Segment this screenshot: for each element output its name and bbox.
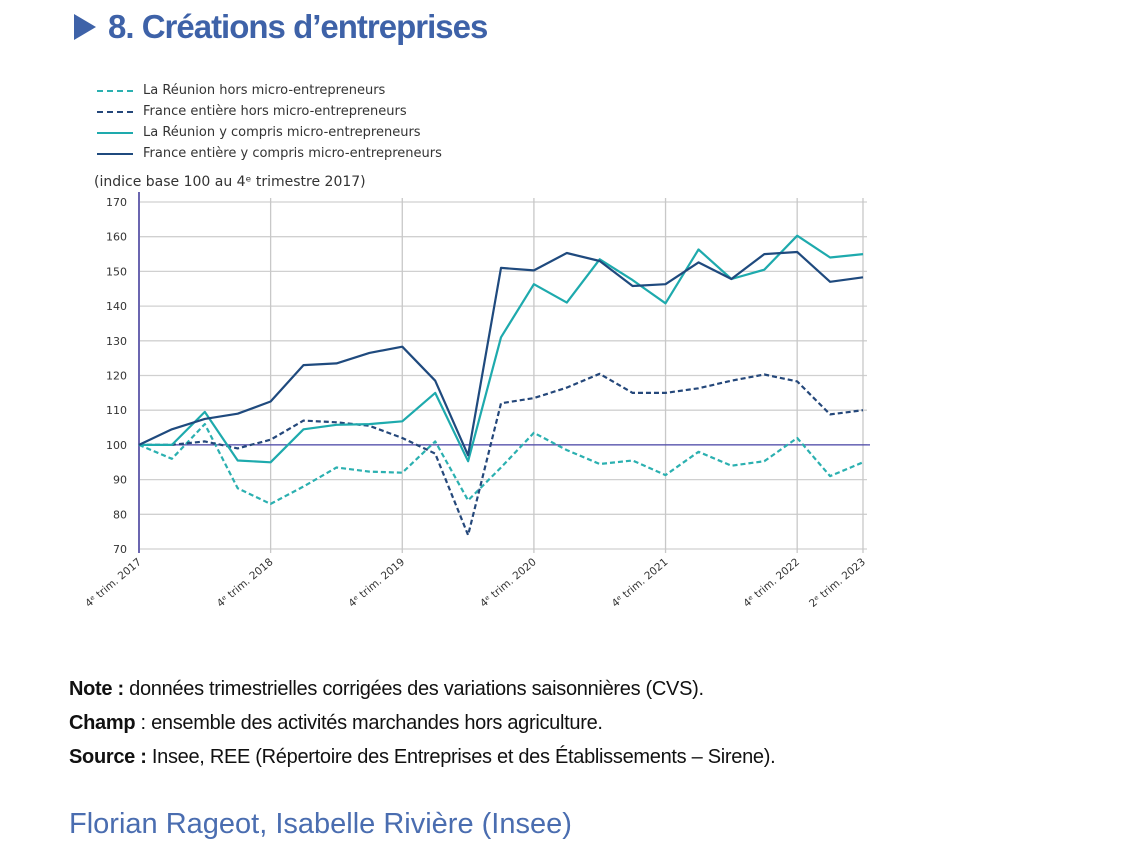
y-tick-label: 110 — [106, 404, 127, 417]
x-tick-label: 4ᵉ trim. 2020 — [478, 556, 539, 610]
x-tick-label: 2ᵉ trim. 2023 — [807, 556, 868, 610]
series-line-3 — [139, 234, 864, 464]
legend-item: La Réunion y compris micro-entrepreneurs — [97, 122, 442, 143]
legend-item: France entière hors micro-entrepreneurs — [97, 101, 442, 122]
y-tick-label: 70 — [113, 543, 127, 556]
champ-text: : ensemble des activités marchandes hors… — [135, 712, 603, 734]
y-tick-label: 170 — [106, 196, 127, 209]
x-tick-label: 4ᵉ trim. 2021 — [610, 556, 671, 610]
legend-item: France entière y compris micro-entrepren… — [97, 143, 442, 164]
source-label: Source : — [69, 746, 147, 768]
note-line: Note : données trimestrielles corrigées … — [69, 672, 775, 706]
source-text: Insee, REE (Répertoire des Entreprises e… — [146, 746, 776, 768]
chart-notes: Note : données trimestrielles corrigées … — [69, 672, 776, 774]
x-tick-label: 4ᵉ trim. 2019 — [346, 556, 407, 610]
legend-item: La Réunion hors micro-entrepreneurs — [97, 80, 442, 101]
champ-line: Champ : ensemble des activités marchande… — [69, 706, 775, 740]
y-tick-label: 150 — [106, 265, 127, 278]
legend-label: France entière hors micro-entrepreneurs — [143, 104, 407, 119]
y-tick-label: 130 — [106, 335, 127, 348]
author: Florian Rageot, Isabelle Rivière (Insee) — [69, 808, 572, 840]
legend-label: France entière y compris micro-entrepren… — [143, 146, 442, 161]
legend-swatch — [97, 110, 133, 113]
series-line-2 — [139, 372, 864, 537]
y-tick-label: 80 — [113, 508, 127, 521]
triangle-icon — [74, 14, 96, 40]
legend-label: La Réunion hors micro-entrepreneurs — [143, 83, 386, 98]
page-title: 8. Créations d’entreprises — [74, 8, 488, 46]
x-tick-label: 4ᵉ trim. 2022 — [741, 556, 802, 610]
legend-label: La Réunion y compris micro-entrepreneurs — [143, 125, 421, 140]
legend-swatch — [97, 131, 133, 134]
x-tick-label: 4ᵉ trim. 2018 — [215, 556, 276, 610]
chart-legend: La Réunion hors micro-entrepreneurs Fran… — [97, 80, 442, 164]
y-tick-label: 100 — [106, 439, 127, 452]
title-text: 8. Créations d’entreprises — [108, 8, 488, 45]
x-tick-label: 4ᵉ trim. 2017 — [83, 556, 144, 610]
y-axis-label: (indice base 100 au 4ᵉ trimestre 2017) — [94, 174, 366, 190]
line-chart: 70 80 90 100 110 120 130 140 150 160 170 4ᵉ trim. 2… — [83, 192, 870, 610]
source-line: Source : Insee, REE (Répertoire des Entr… — [69, 740, 776, 774]
series-line-1 — [138, 423, 864, 505]
champ-label: Champ — [69, 712, 136, 734]
y-tick-label: 140 — [106, 300, 127, 313]
y-tick-label: 160 — [106, 231, 127, 244]
y-tick-label: 120 — [106, 370, 127, 383]
legend-swatch — [97, 89, 133, 92]
note-text: données trimestrielles corrigées des var… — [123, 678, 704, 700]
legend-swatch — [97, 152, 133, 155]
note-label: Note : — [69, 678, 124, 700]
series-line-4 — [138, 250, 864, 457]
y-tick-label: 90 — [113, 474, 127, 487]
